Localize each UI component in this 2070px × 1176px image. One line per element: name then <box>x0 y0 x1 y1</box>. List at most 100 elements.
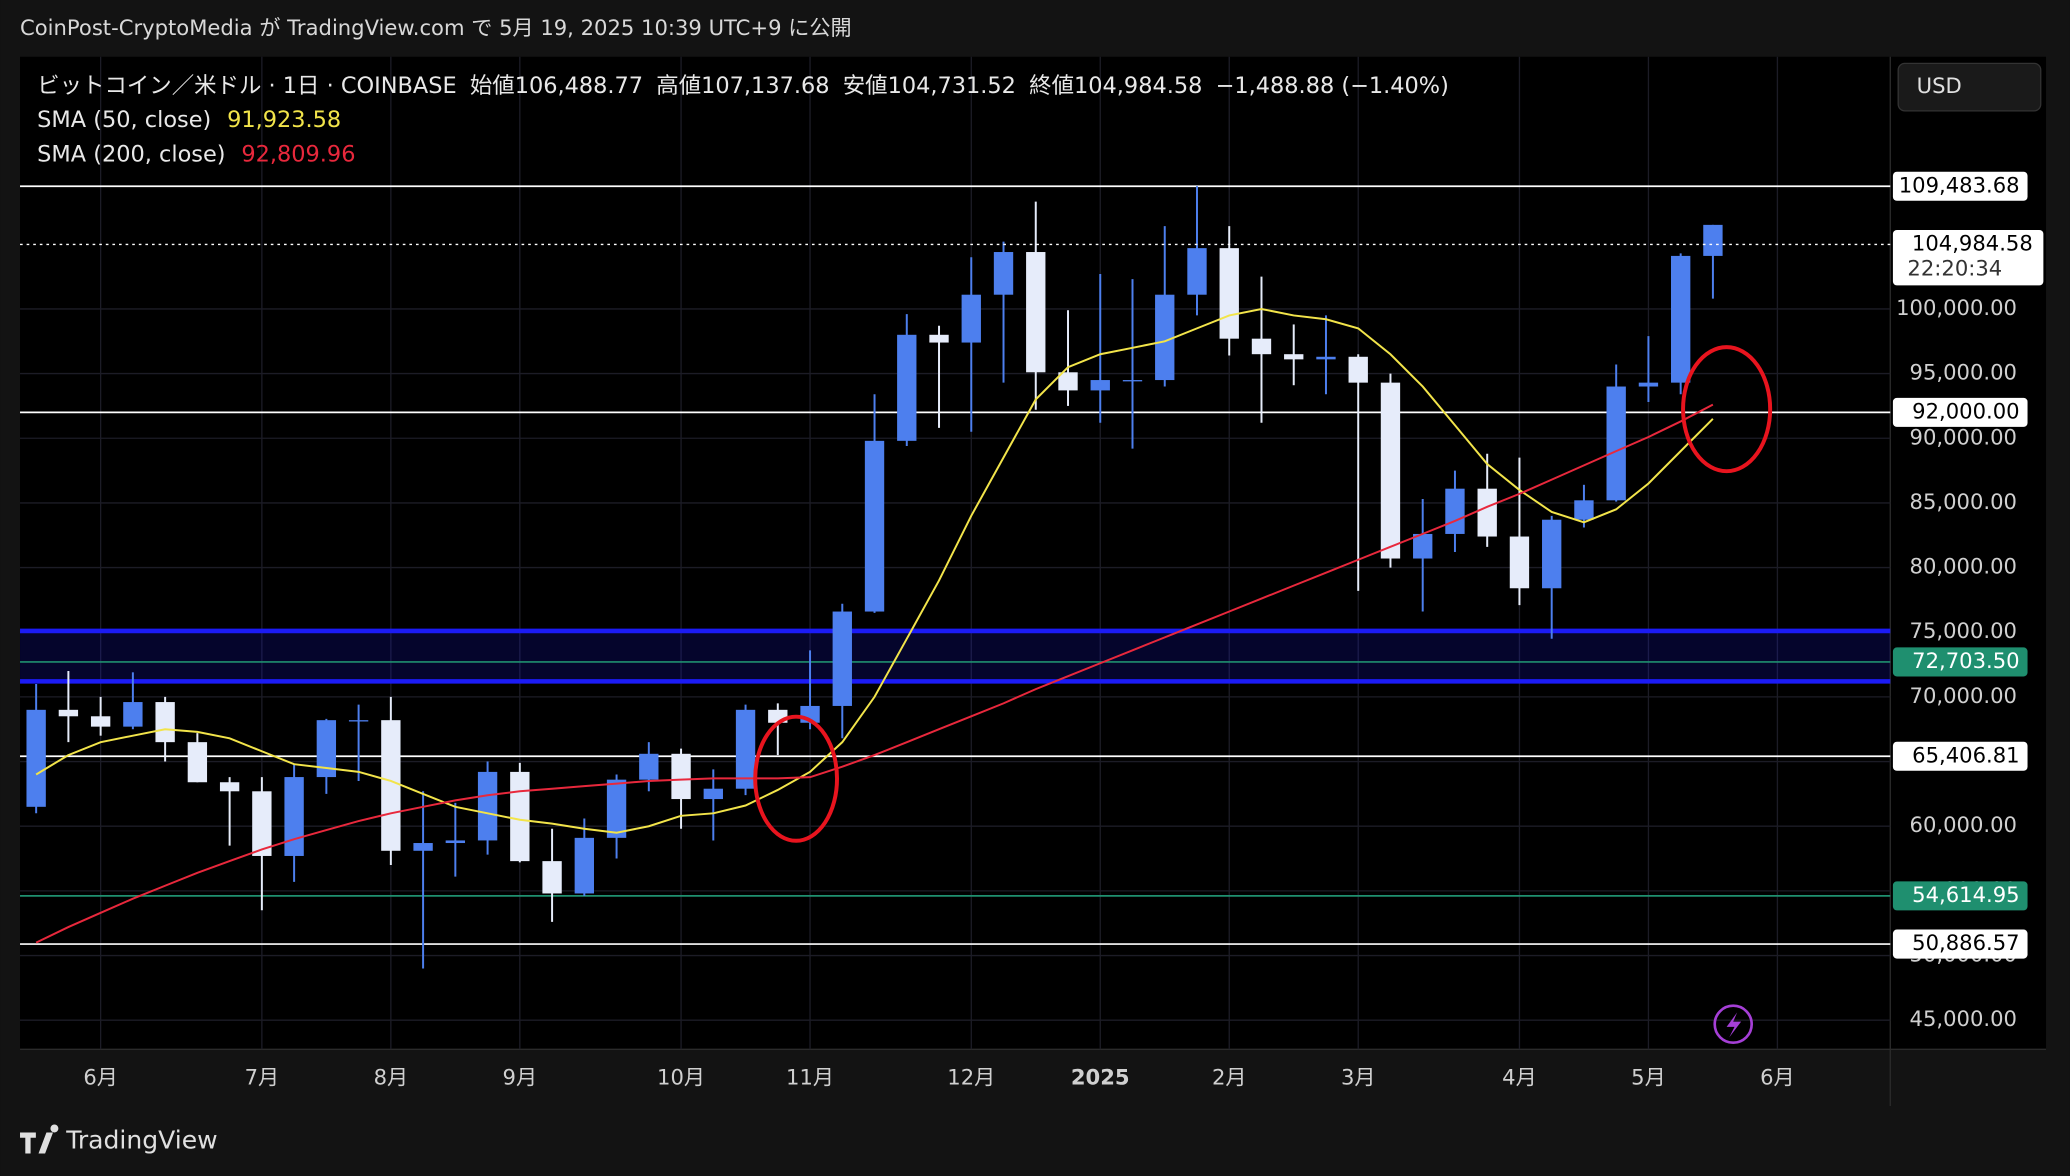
candle-body <box>639 753 659 780</box>
candle-body <box>606 779 627 838</box>
highlight-circle <box>1681 345 1773 474</box>
candle-body <box>1413 533 1433 559</box>
level-label: 92,000.00 <box>1912 398 2019 423</box>
candle-body <box>1703 224 1723 256</box>
candle-body <box>1090 380 1110 391</box>
zone <box>20 630 1891 682</box>
candle-body <box>1671 255 1691 383</box>
legend-value: 91,923.58 <box>227 107 341 133</box>
level-label: 109,483.68 <box>1899 172 2020 197</box>
candle-body <box>26 709 46 807</box>
alert-icon <box>1726 1012 1742 1038</box>
y-tick-label: 70,000.00 <box>1910 683 2017 708</box>
x-tick-label: 2月 <box>1212 1064 1247 1089</box>
level-label: 54,614.95 <box>1912 882 2019 907</box>
candle-body <box>187 742 208 783</box>
level-label: 65,406.81 <box>1912 742 2019 767</box>
legend-row: SMA (50, close) 91,923.58 <box>37 107 341 133</box>
level-label: 72,703.50 <box>1912 648 2019 673</box>
currency[interactable]: USD <box>1917 73 1962 98</box>
ohlc-label: 高値 <box>656 72 701 98</box>
legend-name: SMA (200, close) <box>37 141 225 167</box>
legend-value: 92,809.96 <box>241 141 355 167</box>
brand: TradingView <box>65 1126 217 1155</box>
candle-body <box>348 720 369 722</box>
candle-body <box>381 720 401 851</box>
alert-icon[interactable] <box>1713 1004 1754 1045</box>
ohlc-label: 安値 <box>843 72 888 98</box>
x-tick-label: 9月 <box>503 1064 538 1089</box>
x-tick-label: 5月 <box>1631 1064 1666 1089</box>
y-tick-label: 80,000.00 <box>1910 554 2017 579</box>
candle-body <box>284 777 304 856</box>
legend: ビットコイン／米ドル · 1日 · COINBASE 始値106,488.77 高値… <box>37 72 1449 167</box>
level-label: 50,886.57 <box>1912 930 2019 955</box>
candle-body <box>1445 488 1465 534</box>
candle-body <box>445 840 466 844</box>
x-tick-label: 4月 <box>1502 1064 1537 1089</box>
legend-row: ビットコイン／米ドル · 1日 · COINBASE 始値106,488.77 高値… <box>37 72 1449 98</box>
y-tick-label: 85,000.00 <box>1910 489 2017 514</box>
candle-body <box>477 771 498 841</box>
candle-body <box>413 843 433 851</box>
legend-name: SMA (50, close) <box>37 107 211 133</box>
candle-body <box>832 611 852 706</box>
y-tick-label: 100,000.00 <box>1896 295 2017 320</box>
candle-body <box>1509 536 1530 589</box>
candle-body <box>1316 356 1336 360</box>
ohlc-value: 107,137.68 <box>701 72 829 98</box>
candle-body <box>735 709 756 789</box>
candle-body <box>961 294 981 343</box>
candle-body <box>1155 294 1175 381</box>
candle-body <box>1606 386 1626 501</box>
y-tick-label: 75,000.00 <box>1910 618 2017 643</box>
symbol: ビットコイン／米ドル · 1日 · COINBASE <box>37 72 456 98</box>
currency-button[interactable] <box>1897 62 2042 112</box>
ohlc-label: 始値 <box>470 72 515 98</box>
candle-body <box>897 334 917 441</box>
brand-logo: TradingView <box>20 1124 218 1155</box>
level-label-box <box>1892 881 2028 911</box>
candle-body <box>993 252 1014 295</box>
candle-body <box>1026 252 1046 373</box>
candle-body <box>123 702 143 727</box>
candle-body <box>574 837 594 894</box>
sma-line <box>35 403 1714 944</box>
price-axis: 45,000.0050,000.0055,000.0060,000.0065,0… <box>83 171 2044 1089</box>
candle-body <box>252 791 272 856</box>
published-note: CoinPost-CryptoMedia が TradingView.com で… <box>20 15 852 40</box>
x-tick-label: 6月 <box>1760 1064 1795 1089</box>
sma-line <box>35 307 1714 834</box>
last-price-box <box>1892 229 2044 286</box>
level-label-box <box>1892 647 2028 677</box>
ohlc-value: 104,984.58 <box>1074 72 1202 98</box>
logo-mark <box>20 1124 59 1154</box>
candle-body <box>542 861 562 894</box>
candle-body <box>1638 382 1659 387</box>
ohlc-value: 106,488.77 <box>515 72 643 98</box>
x-tick-label: 10月 <box>657 1064 705 1089</box>
ohlc-label: 終値 <box>1029 72 1074 98</box>
last-price-label: 104,984.58 <box>1912 230 2033 255</box>
candle-body <box>1477 488 1497 537</box>
candle-body <box>219 782 240 792</box>
candle-body <box>864 440 885 612</box>
candle-body <box>90 716 111 727</box>
candle-body <box>929 334 949 343</box>
x-tick-label: 6月 <box>83 1064 118 1089</box>
candle-body <box>671 753 691 800</box>
level-label-box <box>1892 741 2028 771</box>
candle-body <box>1284 354 1304 360</box>
x-tick-label: 3月 <box>1341 1064 1376 1089</box>
annotations <box>753 345 1773 1045</box>
candle-body <box>1348 356 1368 383</box>
x-tick-label: 2025 <box>1071 1064 1130 1089</box>
level-label-box <box>1892 171 2028 201</box>
x-tick-label: 11月 <box>786 1064 834 1089</box>
y-tick-label: 90,000.00 <box>1910 424 2017 449</box>
candle-body <box>703 788 723 800</box>
candle-body <box>1122 380 1143 382</box>
ohlc-value: 104,731.52 <box>888 72 1016 98</box>
